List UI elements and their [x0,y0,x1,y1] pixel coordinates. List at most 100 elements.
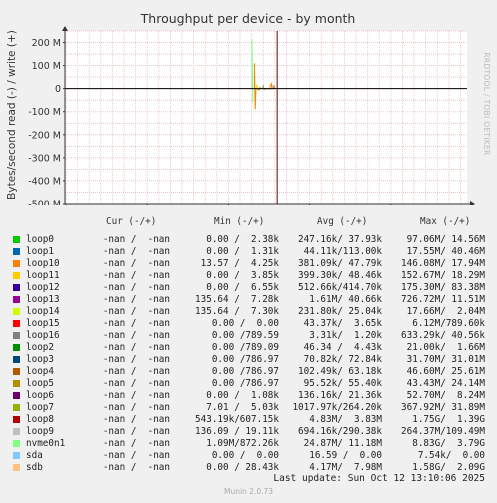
legend-cur: -nan / -nan [102,294,170,305]
legend-name: loop11 [26,270,60,281]
y-tick-label: -100 M [28,107,61,118]
legend-cur: -nan / -nan [102,234,170,245]
legend-min: 136.09 / 19.11k [195,426,279,437]
legend-name: loop8 [26,414,54,425]
legend-swatch [13,248,20,255]
legend-cur: -nan / -nan [102,270,170,281]
legend-min: 0.00 / 3.85k [206,270,279,281]
legend-row: sdb -nan / -nan 0.00 / 28.43k 4.17M/ 7.98M 1… [0,462,497,474]
legend-name: loop7 [26,402,54,413]
legend-max: 1.75G/ 1.39G [412,414,485,425]
legend-row: loop4 -nan / -nan 0.00 /786.97 102.49k/ 63.… [0,366,497,378]
legend-avg: 44.11k/113.00k [303,246,382,257]
legend-cur: -nan / -nan [102,306,170,317]
legend-avg: 381.09k/ 47.79k [298,258,382,269]
legend-row: loop13 -nan / -nan 135.64 / 7.28k 1.61M/ 40… [0,294,497,306]
legend-name: loop2 [26,342,54,353]
legend-avg: 46.34 / 4.43k [303,342,382,353]
legend-max: 8.83G/ 3.79G [412,438,485,449]
legend-cur: -nan / -nan [102,438,170,449]
header-cur: Cur (-/+) [106,216,157,227]
legend-cur: -nan / -nan [102,318,170,329]
legend-cur: -nan / -nan [102,462,170,473]
legend-swatch [13,272,20,279]
legend-avg: 512.66k/414.70k [298,282,382,293]
legend-swatch [13,284,20,291]
legend-min: 0.00 /786.97 [211,366,279,377]
legend-cur: -nan / -nan [102,258,170,269]
legend-avg: 95.52k/ 55.40k [303,378,382,389]
legend-cur: -nan / -nan [102,414,170,425]
legend-avg: 1017.97k/264.20k [292,402,382,413]
legend-min: 543.19k/607.15k [195,414,279,425]
series-line-nvme0n1 [251,39,254,103]
legend-swatch [13,260,20,267]
legend-max: 633.29k/ 40.56k [401,330,485,341]
legend-min: 135.64 / 7.30k [195,306,279,317]
legend-swatch [13,308,20,315]
legend-avg: 694.16k/290.38k [298,426,382,437]
legend-cur: -nan / -nan [102,426,170,437]
y-tick-label: -200 M [28,130,61,141]
legend-max: 1.58G/ 2.09G [412,462,485,473]
legend-min: 0.00 /786.97 [211,378,279,389]
legend-name: loop0 [26,234,54,245]
legend-row: loop7 -nan / -nan 7.01 / 5.03k 1017.97k/264… [0,402,497,414]
legend-swatch [13,428,20,435]
legend-row: loop9 -nan / -nan 136.09 / 19.11k 694.16k/2… [0,426,497,438]
legend-name: loop15 [26,318,60,329]
legend-max: 17.55M/ 40.46M [406,246,485,257]
legend-row: sda -nan / -nan 0.00 / 0.00 16.59 / 0.00 7.5… [0,450,497,462]
legend-avg: 43.37k/ 3.65k [303,318,382,329]
legend-min: 0.00 / 2.38k [206,234,279,245]
legend-cur: -nan / -nan [102,378,170,389]
legend-row: loop15 -nan / -nan 0.00 / 0.00 43.37k/ 3.65… [0,318,497,330]
legend-swatch [13,380,20,387]
legend-swatch [13,404,20,411]
legend-row: loop0 -nan / -nan 0.00 / 2.38k 247.16k/ 37.… [0,234,497,246]
y-tick-label: -400 M [28,176,61,187]
legend-row: loop2 -nan / -nan 0.00 /789.09 46.34 / 4.43… [0,342,497,354]
legend-cur: -nan / -nan [102,282,170,293]
legend-min: 0.00 / 0.00 [211,450,279,461]
legend-swatch [13,416,20,423]
y-tick-label: 100 M [32,61,61,72]
legend-max: 6.12M/789.60k [412,318,485,329]
y-tick-label: 200 M [32,38,61,49]
throughput-chart: Throughput per device - by month Bytes/s… [6,11,491,205]
legend-row: loop5 -nan / -nan 0.00 /786.97 95.52k/ 55.4… [0,378,497,390]
legend-min: 0.00 / 1.08k [206,390,279,401]
legend-max: 7.54k/ 0.00 [417,450,485,461]
legend-cur: -nan / -nan [102,450,170,461]
legend-max: 175.30M/ 83.38M [401,282,485,293]
legend-avg: 102.49k/ 63.18k [298,366,382,377]
last-update: Last update: Sun Oct 12 13:10:06 2025 [273,473,485,484]
legend-swatch [13,392,20,399]
legend-min: 0.00 / 1.31k [206,246,279,257]
legend-max: 264.37M/109.49M [401,426,485,437]
legend-max: 152.67M/ 18.29M [401,270,485,281]
header-avg: Avg (-/+) [317,216,368,227]
x-axis-arrow [470,201,475,205]
legend-min: 0.00 / 6.55k [206,282,279,293]
legend-max: 31.70M/ 31.01M [406,354,485,365]
legend-min: 135.64 / 7.28k [195,294,279,305]
legend-avg: 3.31k/ 1.20k [309,330,382,341]
legend-min: 1.09M/872.26k [206,438,279,449]
legend-max: 97.06M/ 14.56M [406,234,485,245]
legend-swatch [13,440,20,447]
legend-name: sda [26,450,43,461]
legend-name: loop14 [26,306,60,317]
legend-avg: 4.83M/ 3.83M [309,414,382,425]
legend-name: loop16 [26,330,60,341]
chart-title: Throughput per device - by month [140,11,356,26]
legend-swatch [13,464,20,471]
legend-avg: 231.80k/ 25.04k [298,306,382,317]
legend-swatch [13,296,20,303]
y-tick-label: -300 M [28,153,61,164]
legend-name: loop4 [26,366,54,377]
legend-cur: -nan / -nan [102,402,170,413]
munin-version: Munin 2.0.73 [223,487,274,496]
legend-max: 46.60M/ 25.61M [406,366,485,377]
legend-avg: 4.17M/ 7.98M [309,462,382,473]
